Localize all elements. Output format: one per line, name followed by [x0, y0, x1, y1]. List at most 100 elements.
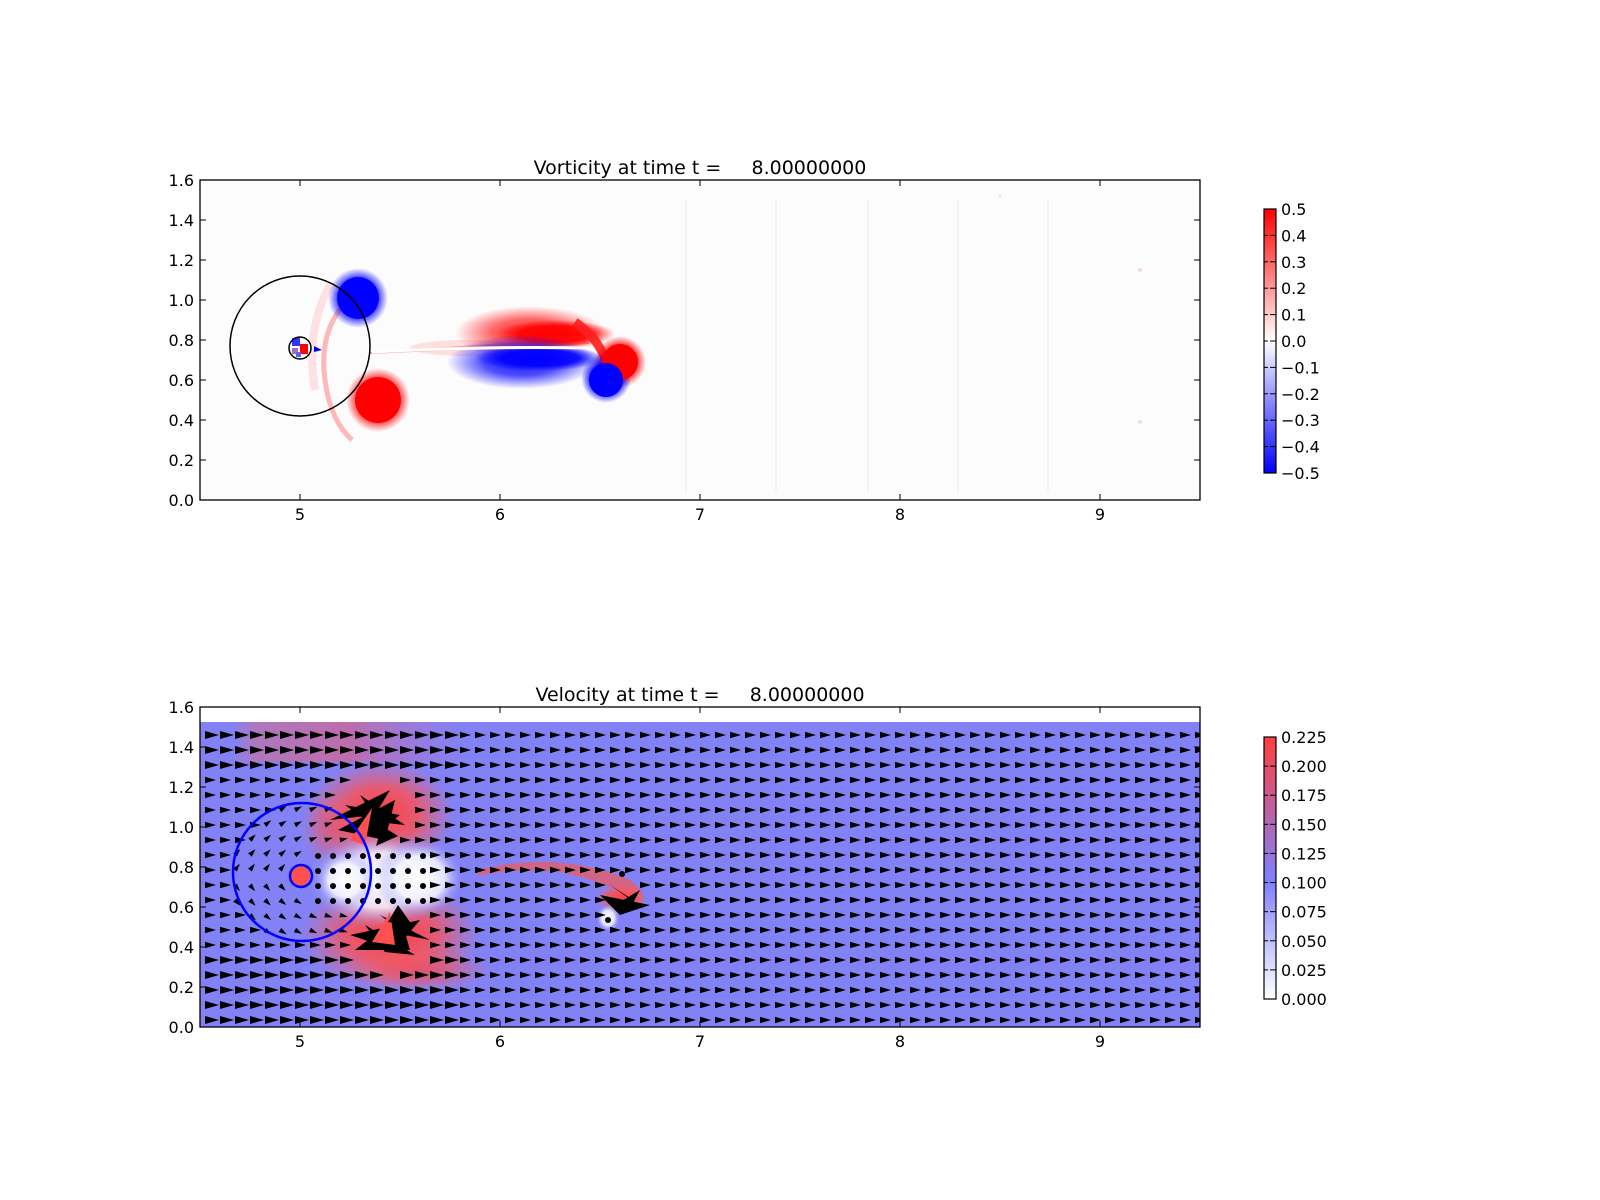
velocity-arrow: [865, 926, 876, 934]
velocity-arrow: [385, 746, 399, 754]
stagnation-dot: [405, 883, 411, 889]
velocity-arrow: [970, 926, 981, 934]
velocity-arrow: [355, 971, 369, 979]
velocity-arrow: [790, 926, 801, 934]
velocity-arrow: [1105, 881, 1116, 889]
velocity-arrow: [745, 761, 756, 769]
velocity-arrow: [940, 746, 951, 754]
velocity-arrow: [445, 791, 456, 799]
velocity-arrow: [1180, 746, 1191, 754]
velocity-arrow: [580, 986, 591, 994]
velocity-arrow: [520, 791, 531, 799]
velocity-arrow: [1195, 1016, 1200, 1024]
velocity-arrow: [835, 911, 846, 919]
velocity-arrow: [1015, 776, 1026, 784]
velocity-arrow: [505, 881, 516, 889]
velocity-arrow: [490, 956, 501, 964]
y-tick-label: 0.8: [169, 331, 194, 350]
velocity-arrow: [1075, 911, 1086, 919]
velocity-arrow: [550, 761, 561, 769]
velocity-arrow: [640, 866, 651, 874]
velocity-arrow: [745, 986, 756, 994]
velocity-arrow: [565, 791, 576, 799]
velocity-arrow: [805, 746, 816, 754]
velocity-arrow: [925, 836, 936, 844]
velocity-arrow: [775, 791, 786, 799]
velocity-arrow: [1015, 731, 1026, 739]
velocity-arrow: [835, 821, 846, 829]
velocity-arrow: [685, 836, 696, 844]
velocity-arrow: [1165, 881, 1176, 889]
velocity-arrow: [910, 746, 921, 754]
velocity-arrow: [955, 791, 966, 799]
velocity-arrow: [835, 986, 846, 994]
velocity-arrow: [745, 941, 756, 949]
velocity-arrow: [985, 746, 996, 754]
velocity-arrow: [1045, 896, 1056, 904]
velocity-arrow: [293, 806, 303, 813]
velocity-arrow: [760, 896, 771, 904]
velocity-arrow: [430, 941, 441, 949]
velocity-arrow: [985, 806, 996, 814]
velocity-arrow: [475, 881, 486, 889]
velocity-arrow: [445, 926, 456, 934]
stagnation-dot: [330, 853, 336, 859]
velocity-arrow: [970, 986, 981, 994]
velocity-arrow: [550, 836, 561, 844]
velocity-arrow: [1165, 1016, 1176, 1024]
velocity-arrow: [580, 806, 591, 814]
velocity-arrow: [475, 971, 486, 979]
velocity-arrow: [235, 941, 246, 949]
velocity-arrow: [280, 956, 294, 964]
velocity-arrow: [895, 881, 906, 889]
velocity-arrow: [565, 971, 576, 979]
velocity-arrow: [880, 746, 891, 754]
stagnation-dot: [405, 898, 411, 904]
velocity-arrow: [985, 1001, 996, 1009]
velocity-arrow: [205, 746, 219, 754]
velocity-arrow: [955, 851, 966, 859]
velocity-arrow: [1030, 1001, 1041, 1009]
velocity-arrow: [640, 746, 651, 754]
velocity-arrow: [925, 731, 936, 739]
velocity-arrow: [1045, 836, 1056, 844]
velocity-arrow: [775, 956, 786, 964]
velocity-arrow: [955, 986, 966, 994]
velocity-arrow: [730, 836, 741, 844]
stagnation-dot: [390, 883, 396, 889]
velocity-arrow: [820, 881, 831, 889]
velocity-arrow: [415, 836, 426, 844]
velocity-arrow: [955, 896, 966, 904]
velocity-arrow: [1000, 896, 1011, 904]
velocity-arrow: [430, 896, 441, 904]
velocity-arrow: [595, 971, 606, 979]
velocity-arrow: [655, 761, 666, 769]
velocity-arrow: [760, 1001, 771, 1009]
velocity-arrow: [805, 896, 816, 904]
velocity-arrow: [1180, 806, 1191, 814]
velocity-arrow: [220, 746, 234, 754]
velocity-arrow: [985, 941, 996, 949]
velocity-arrow: [505, 791, 516, 799]
velocity-arrow: [460, 731, 471, 739]
velocity-arrow: [505, 911, 516, 919]
velocity-arrow: [790, 806, 801, 814]
velocity-arrow: [970, 911, 981, 919]
velocity-arrow: [475, 761, 486, 769]
y-tick-label: 0.2: [169, 978, 194, 997]
velocity-arrow: [820, 971, 831, 979]
velocity-arrow: [325, 941, 336, 949]
velocity-arrow: [430, 986, 444, 994]
velocity-arrow: [1135, 881, 1146, 889]
velocity-arrow: [535, 881, 546, 889]
velocity-arrow: [595, 836, 606, 844]
velocity-arrow: [625, 761, 636, 769]
velocity-arrow: [340, 746, 354, 754]
velocity-arrow: [235, 791, 246, 799]
velocity-arrow: [220, 806, 231, 814]
velocity-arrow: [910, 941, 921, 949]
velocity-arrow: [880, 791, 891, 799]
velocity-arrow: [580, 776, 591, 784]
y-tick-label: 0.6: [169, 371, 194, 390]
velocity-arrow: [250, 776, 261, 784]
